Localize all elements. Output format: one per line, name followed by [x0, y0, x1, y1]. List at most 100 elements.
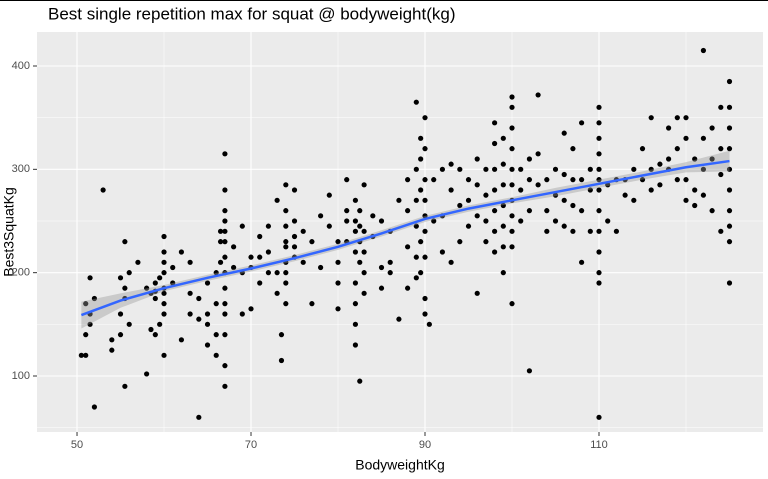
point [544, 228, 550, 234]
point [257, 233, 263, 240]
point [352, 321, 359, 327]
x-tick-label: 110 [590, 439, 608, 451]
point [300, 259, 306, 265]
point [622, 192, 628, 198]
point [431, 218, 437, 224]
point [422, 146, 428, 152]
point [552, 192, 559, 198]
x-tick-label: 70 [245, 439, 257, 451]
chart-title: Best single repetition max for squat @ b… [48, 4, 456, 23]
point [335, 280, 341, 286]
point [148, 326, 154, 333]
point [352, 249, 359, 255]
point [361, 270, 367, 276]
point [161, 311, 167, 317]
point [726, 146, 733, 152]
point [91, 295, 98, 302]
point [700, 192, 707, 198]
point [291, 187, 298, 193]
point [213, 352, 219, 358]
point [109, 337, 115, 343]
point [144, 371, 150, 377]
point [283, 182, 289, 188]
point [561, 130, 567, 136]
point [718, 228, 724, 234]
point [91, 404, 98, 410]
point [283, 239, 289, 245]
point [335, 259, 341, 265]
point [152, 280, 158, 286]
x-axis-title: BodyweightKg [355, 457, 445, 473]
point [405, 285, 411, 291]
point [448, 187, 454, 193]
point [396, 316, 402, 322]
point [422, 228, 428, 234]
point [483, 218, 489, 224]
point [552, 218, 559, 224]
point [378, 218, 385, 224]
point [448, 259, 454, 265]
point [222, 239, 228, 245]
point [666, 125, 672, 131]
point [222, 363, 228, 369]
point [418, 187, 424, 193]
point [152, 332, 158, 338]
point [570, 177, 576, 183]
point [283, 280, 289, 286]
smooth-line [80, 159, 730, 317]
point [361, 290, 367, 296]
point [509, 213, 515, 219]
point [283, 208, 289, 214]
point [648, 166, 654, 172]
point [648, 115, 654, 121]
point [213, 332, 219, 338]
point [413, 166, 419, 172]
y-tick-label: 100 [12, 370, 30, 382]
x-tick-label: 90 [419, 439, 431, 451]
point [204, 311, 211, 317]
point [631, 166, 637, 172]
point [326, 223, 332, 229]
point [278, 332, 285, 338]
point [361, 249, 367, 255]
point [370, 213, 376, 219]
point [161, 259, 167, 265]
point [161, 352, 167, 358]
point [692, 202, 698, 209]
point [535, 92, 541, 98]
point [378, 264, 385, 271]
point [492, 208, 498, 214]
point [257, 254, 263, 260]
point [344, 177, 350, 183]
point [509, 244, 515, 250]
point [161, 301, 167, 307]
point [187, 311, 193, 317]
point [500, 135, 506, 141]
point [217, 259, 224, 265]
point [413, 275, 419, 281]
point [100, 187, 106, 193]
point [509, 166, 515, 172]
point [439, 249, 446, 255]
point [509, 104, 515, 110]
point [596, 270, 602, 276]
point [405, 177, 411, 183]
point [357, 259, 363, 265]
point [204, 321, 211, 327]
point [361, 182, 367, 188]
point [492, 166, 498, 172]
point [596, 120, 602, 126]
y-tick-label: 400 [12, 60, 30, 72]
point [613, 228, 620, 234]
point [204, 280, 211, 286]
point [187, 290, 193, 296]
point [492, 228, 498, 234]
point [231, 264, 237, 271]
y-tick-label: 300 [12, 163, 30, 175]
point [457, 166, 463, 172]
point [579, 120, 585, 126]
point [587, 166, 593, 172]
point [509, 94, 515, 100]
point [596, 104, 602, 110]
point [596, 228, 602, 234]
